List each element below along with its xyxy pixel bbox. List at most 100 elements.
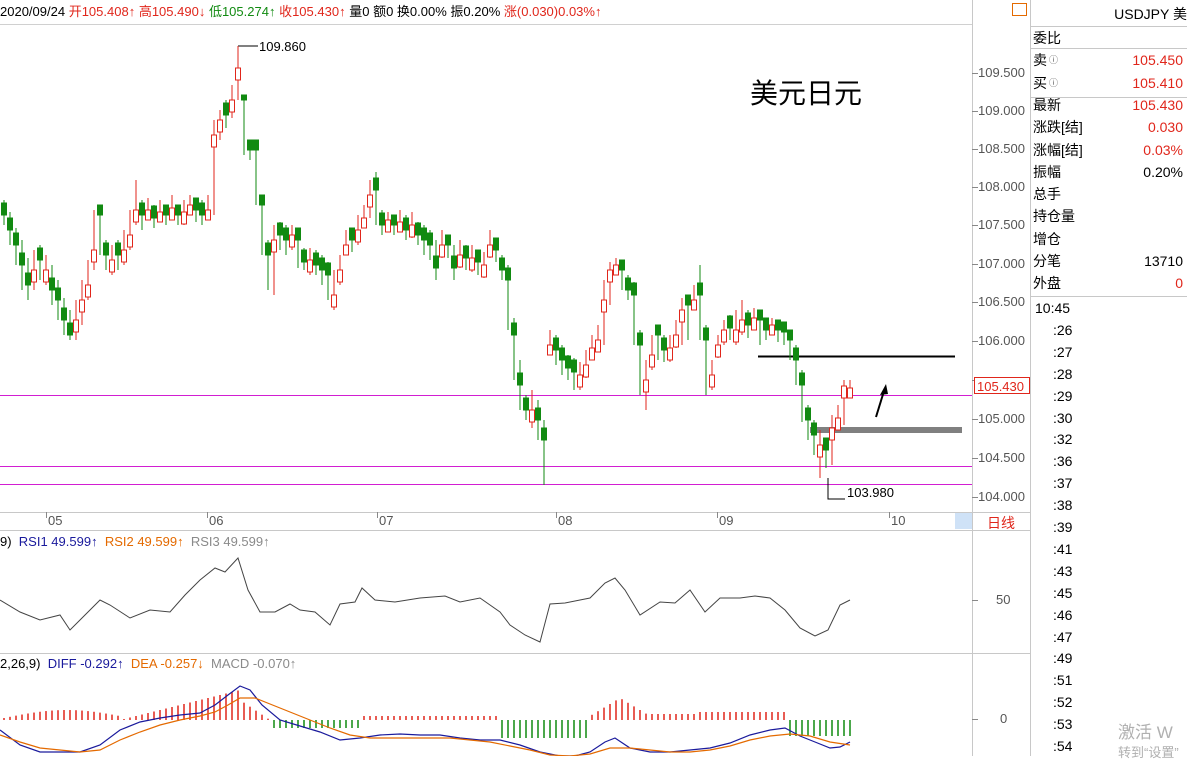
quote-row-label: 委比	[1033, 30, 1061, 46]
up-arrow-icon	[875, 384, 888, 418]
candle-body	[415, 222, 421, 236]
rsi2-value: RSI2 49.599↑	[104, 534, 184, 549]
quote-row: 买 105.410 ⓘ	[1031, 72, 1187, 94]
price-axis-label: 106.500	[978, 294, 1025, 309]
macd-header: 2,26,9) DIFF -0.292↑ DEA -0.257↓ MACD -0…	[0, 654, 296, 674]
info-icon[interactable]: ⓘ	[1049, 77, 1059, 88]
rsi-axis-50: 50	[996, 592, 1011, 607]
date-axis-label: 07	[379, 513, 394, 528]
candle-body	[421, 227, 427, 241]
candle-body	[181, 211, 187, 225]
tick-time: :43	[1053, 562, 1073, 579]
candle-body	[595, 339, 601, 353]
candle-body	[559, 347, 565, 361]
candle-body	[277, 222, 283, 236]
quote-row-value: 105.410	[1132, 74, 1183, 91]
tick-time: 10:45	[1035, 300, 1071, 316]
price-axis-label: 109.500	[978, 65, 1025, 80]
candle-body	[811, 422, 817, 436]
candle-body	[337, 269, 343, 283]
symbol-row: USDJPY 美	[1031, 3, 1187, 25]
rsi3-value: RSI3 49.599↑	[190, 534, 270, 549]
candle-body	[319, 257, 325, 271]
macd-axis-0: 0	[1000, 711, 1008, 726]
quote-row-label: 增仓	[1033, 230, 1061, 247]
candle-body	[601, 299, 607, 313]
candle-body	[109, 259, 115, 273]
tick-time: :32	[1053, 431, 1073, 448]
period-label[interactable]: 日线	[987, 515, 1015, 531]
candle-body	[535, 407, 541, 421]
candle-body	[325, 262, 331, 276]
chart-title: 美元日元	[750, 78, 863, 109]
candle-body	[217, 119, 223, 133]
candle-body	[793, 347, 799, 361]
candle-body	[223, 102, 229, 116]
tick-time: :39	[1053, 519, 1073, 535]
kline-chart[interactable]	[0, 0, 1031, 756]
candle-body	[253, 139, 259, 151]
quote-row: 分笔 13710	[1031, 250, 1187, 272]
quote-row-label: 外盘	[1033, 275, 1061, 292]
candle-body	[679, 309, 685, 323]
candle-body	[733, 329, 739, 343]
candle-body	[301, 249, 307, 263]
info-close: 收105.430↑	[279, 4, 346, 19]
candle-body	[475, 249, 481, 263]
candle-body	[517, 372, 523, 386]
candle-body	[625, 277, 631, 291]
candle-body	[469, 257, 475, 271]
candle-body	[709, 374, 715, 388]
candle-body	[631, 282, 637, 296]
candle-body	[787, 329, 793, 341]
quote-row: 持仓量	[1031, 205, 1187, 227]
quote-row: 振幅 0.20%	[1031, 161, 1187, 183]
quote-row-value: 0.20%	[1143, 163, 1183, 180]
date-axis-label: 10	[891, 513, 906, 528]
candle-body	[283, 227, 289, 241]
candle-body	[457, 254, 463, 268]
candle-body	[307, 259, 313, 273]
candle-body	[841, 385, 847, 399]
price-axis-label: 108.500	[978, 141, 1025, 156]
date-axis-label: 05	[48, 513, 63, 528]
candle-body	[829, 427, 835, 441]
candle-body	[451, 255, 457, 269]
tick-time: :52	[1053, 694, 1073, 711]
quote-row-label: 买	[1033, 74, 1047, 91]
candle-body	[799, 372, 805, 386]
info-icon[interactable]: ⓘ	[1049, 55, 1059, 66]
candle-body	[685, 294, 691, 306]
tick-time: :46	[1053, 606, 1073, 623]
candle-body	[97, 204, 103, 216]
candle-body	[463, 245, 469, 259]
candle-body	[493, 237, 499, 251]
quote-panel: USDJPY 美 委比卖 105.450 ⓘ 买 105.410 ⓘ 最新 105.430 涨跌…	[1031, 0, 1187, 756]
tick-time: :51	[1053, 672, 1073, 689]
candle-body	[49, 277, 55, 291]
quote-row-label: 最新	[1033, 96, 1061, 113]
candle-body	[817, 444, 823, 458]
candle-body	[775, 319, 781, 331]
info-volume: 量0	[349, 4, 370, 19]
rsi-line	[0, 557, 851, 643]
candle-body	[673, 334, 679, 348]
activation-watermark-line1: 激活 W	[1118, 723, 1173, 742]
info-change: 涨(0.030)0.03%↑	[503, 4, 602, 19]
quote-row: 增仓	[1031, 228, 1187, 250]
quote-row: 卖 105.450 ⓘ	[1031, 49, 1187, 71]
quote-row: 委比	[1031, 27, 1187, 49]
diff-line	[0, 685, 851, 756]
candle-body	[145, 209, 151, 221]
tick-time: :28	[1053, 365, 1073, 382]
tick-time: :45	[1053, 584, 1073, 601]
candle-body	[127, 234, 133, 248]
candle-body	[259, 194, 265, 206]
candle-body	[445, 234, 451, 246]
candle-body	[235, 67, 241, 81]
rsi-header: 9) RSI1 49.599↑ RSI2 49.599↑ RSI3 49.599…	[0, 532, 270, 552]
candle-body	[529, 409, 535, 423]
candle-body	[427, 232, 433, 246]
price-axis-label: 107.000	[978, 256, 1025, 271]
candle-body	[391, 214, 397, 226]
